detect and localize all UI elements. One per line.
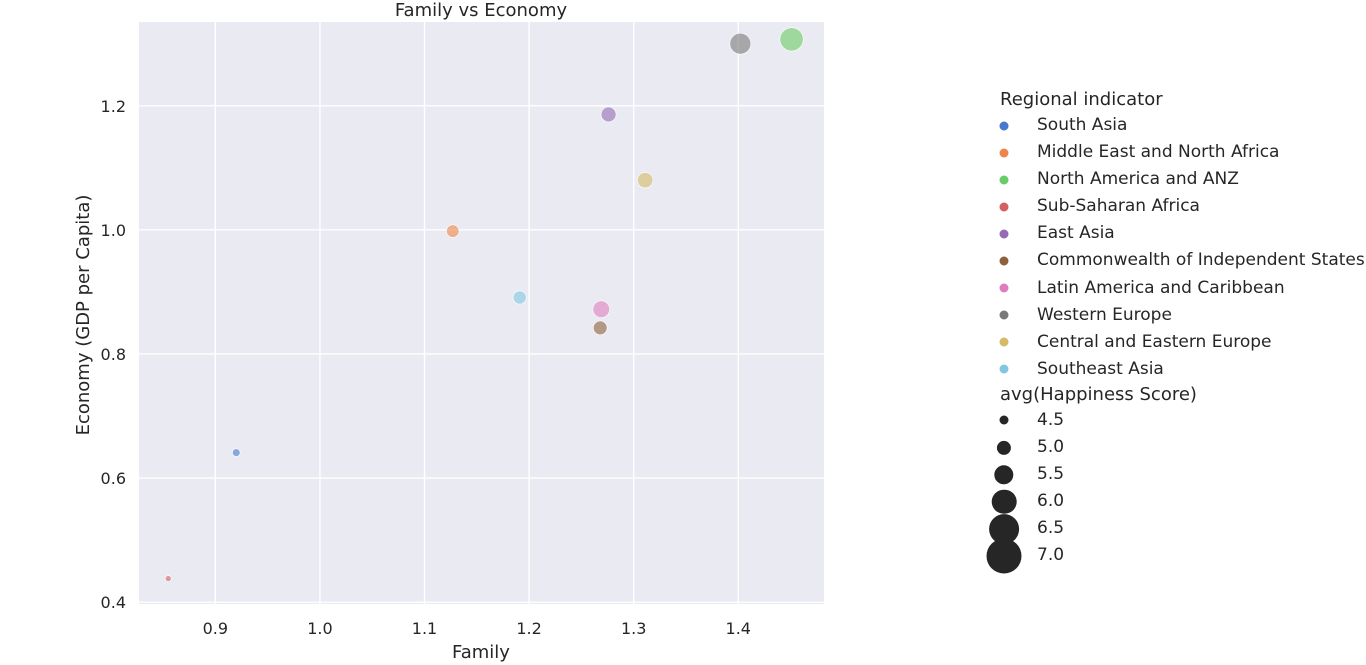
legend-item: East Asia [999,220,1360,247]
size-legend-item: 7.0 [986,538,1360,574]
legend-item: South Asia [999,112,1360,139]
data-point [512,290,527,305]
size-legend-label: 7.0 [1037,545,1065,566]
data-point [779,27,804,52]
legend-item: Middle East and North Africa [999,139,1360,166]
legend-marker [999,175,1009,185]
y-tick-label: 0.8 [101,345,126,364]
size-legend-marker [999,415,1009,425]
legend-marker [999,229,1009,239]
x-axis-label: Family [452,642,510,663]
plot-background [139,22,824,604]
x-tick-label: 0.9 [203,619,228,638]
x-tick-label: 1.1 [412,619,437,638]
legend-label: South Asia [1037,115,1128,135]
data-point [232,448,241,457]
size-legend-marker [991,489,1017,515]
size-legend-item: 5.5 [994,461,1360,488]
legend-label: Southeast Asia [1037,358,1164,379]
legend-label: East Asia [1037,223,1115,244]
data-points [164,27,804,582]
y-tick-label: 1.2 [101,97,126,116]
size-legend-label: 5.0 [1037,437,1065,458]
x-tick-label: 1.4 [726,619,751,638]
size-legend-label: 5.5 [1037,464,1065,485]
data-point [446,224,460,238]
legend: Regional indicator South Asia Middle East… [986,88,1365,574]
size-legend: 4.5 5.0 5.5 6.0 6.5 7.0 [986,407,1360,574]
size-legend-title: avg(Happiness Score) [1000,383,1197,405]
data-point [164,575,172,582]
x-tick-label: 1.0 [307,619,332,638]
legend-marker [999,310,1009,320]
x-tick-label: 1.3 [621,619,646,638]
x-tick-label: 1.2 [516,619,541,638]
size-legend-marker [994,464,1014,485]
size-legend-label: 6.5 [1037,518,1065,539]
legend-item: North America and ANZ [999,166,1360,193]
y-tick-label: 0.6 [101,469,126,488]
data-point [592,300,610,318]
legend-item: Commonwealth of Independent States [999,247,1365,274]
x-tick-labels: 0.9 1.0 1.1 1.2 1.3 1.4 [203,619,751,638]
legend-label: Latin America and Caribbean [1037,277,1285,298]
size-legend-item: 5.0 [996,434,1360,461]
legend-marker [999,121,1009,131]
size-legend-item: 6.5 [989,513,1360,544]
y-axis-label: Economy (GDP per Capita) [73,195,94,436]
legend-item: Southeast Asia [999,356,1360,383]
legend-marker [999,148,1009,158]
legend-item: Western Europe [999,302,1360,329]
chart-title: Family vs Economy [395,0,568,21]
y-tick-label: 0.4 [101,593,126,612]
legend-marker [999,337,1009,347]
legend-label: Western Europe [1037,304,1172,325]
legend-marker [999,256,1009,266]
hue-legend: South Asia Middle East and North Africa No… [999,112,1365,383]
legend-label: Middle East and North Africa [1037,142,1280,163]
data-point [729,32,752,55]
legend-marker [999,283,1009,293]
legend-label: Sub-Saharan Africa [1037,196,1200,217]
grid [139,22,824,604]
legend-item: Central and Eastern Europe [999,329,1360,356]
legend-label: North America and ANZ [1037,169,1239,190]
hue-legend-title: Regional indicator [1000,89,1163,110]
legend-label: Central and Eastern Europe [1037,331,1272,352]
size-legend-label: 4.5 [1037,409,1065,430]
size-legend-item: 6.0 [991,488,1360,515]
legend-item: Latin America and Caribbean [999,275,1360,302]
size-legend-label: 6.0 [1037,491,1065,512]
y-tick-label: 1.0 [101,221,126,240]
y-tick-labels: 0.4 0.6 0.8 1.0 1.2 [101,97,126,612]
size-legend-item: 4.5 [999,407,1360,434]
legend-label: Commonwealth of Independent States [1037,250,1365,271]
size-legend-marker [996,440,1012,455]
data-point [600,106,617,123]
legend-item: Sub-Saharan Africa [999,193,1360,220]
legend-marker [999,202,1009,212]
legend-marker [999,364,1009,374]
data-point [592,320,608,336]
size-legend-marker [986,538,1022,574]
data-point [637,172,654,189]
